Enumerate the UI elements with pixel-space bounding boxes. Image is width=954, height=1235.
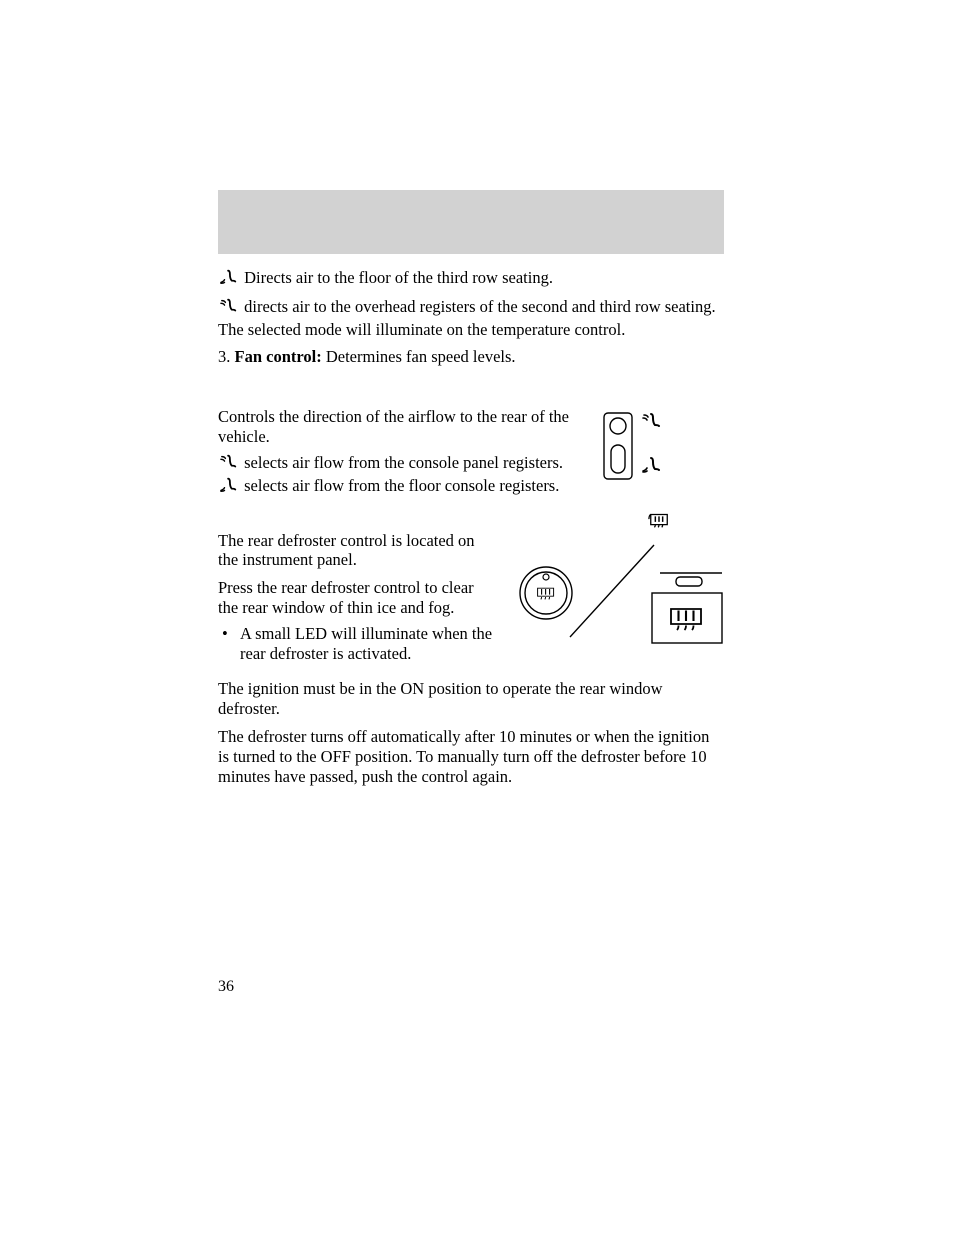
fan-control-line: 3. Fan control: Determines fan speed lev…	[218, 347, 724, 367]
bullet-dot: •	[218, 624, 232, 664]
auto-off-text: The defroster turns off automatically af…	[218, 727, 724, 786]
fan-control-label: Fan control:	[235, 347, 322, 366]
ignition-on-text: The ignition must be in the ON position …	[218, 679, 724, 719]
defroster-panel-figure	[514, 531, 724, 661]
page-number: 36	[218, 978, 234, 996]
defroster-led-text: A small LED will illuminate when the rea…	[240, 624, 496, 664]
defroster-press: Press the rear defroster control to clea…	[218, 578, 496, 618]
seat-overhead-air-icon	[218, 297, 240, 320]
rear-airflow-direction: Controls the direction of the airflow to…	[218, 407, 576, 447]
seat-floor-air-icon	[218, 476, 240, 499]
airflow-overhead-text: directs air to the overhead registers of…	[218, 297, 716, 339]
fan-control-num: 3.	[218, 347, 230, 366]
floor-console-text: selects air flow from the floor console …	[244, 476, 559, 495]
fan-control-text: Determines fan speed levels.	[326, 347, 516, 366]
defroster-bullet: • A small LED will illuminate when the r…	[218, 624, 496, 664]
console-panel-text: selects air flow from the console panel …	[244, 453, 563, 472]
airflow-overhead-line: directs air to the overhead registers of…	[218, 297, 724, 340]
header-bar	[218, 190, 724, 254]
airflow-selector-figure	[594, 407, 724, 487]
seat-overhead-air-icon	[218, 453, 240, 476]
airflow-floor-line: Directs air to the floor of the third ro…	[218, 268, 724, 291]
page-content: Directs air to the floor of the third ro…	[218, 268, 724, 786]
airflow-floor-text: Directs air to the floor of the third ro…	[244, 268, 553, 287]
rear-defrost-icon	[648, 509, 670, 531]
seat-floor-air-icon	[218, 268, 240, 291]
rear-airflow-selects: selects air flow from the console panel …	[218, 453, 576, 499]
defroster-location: The rear defroster control is located on…	[218, 531, 496, 571]
